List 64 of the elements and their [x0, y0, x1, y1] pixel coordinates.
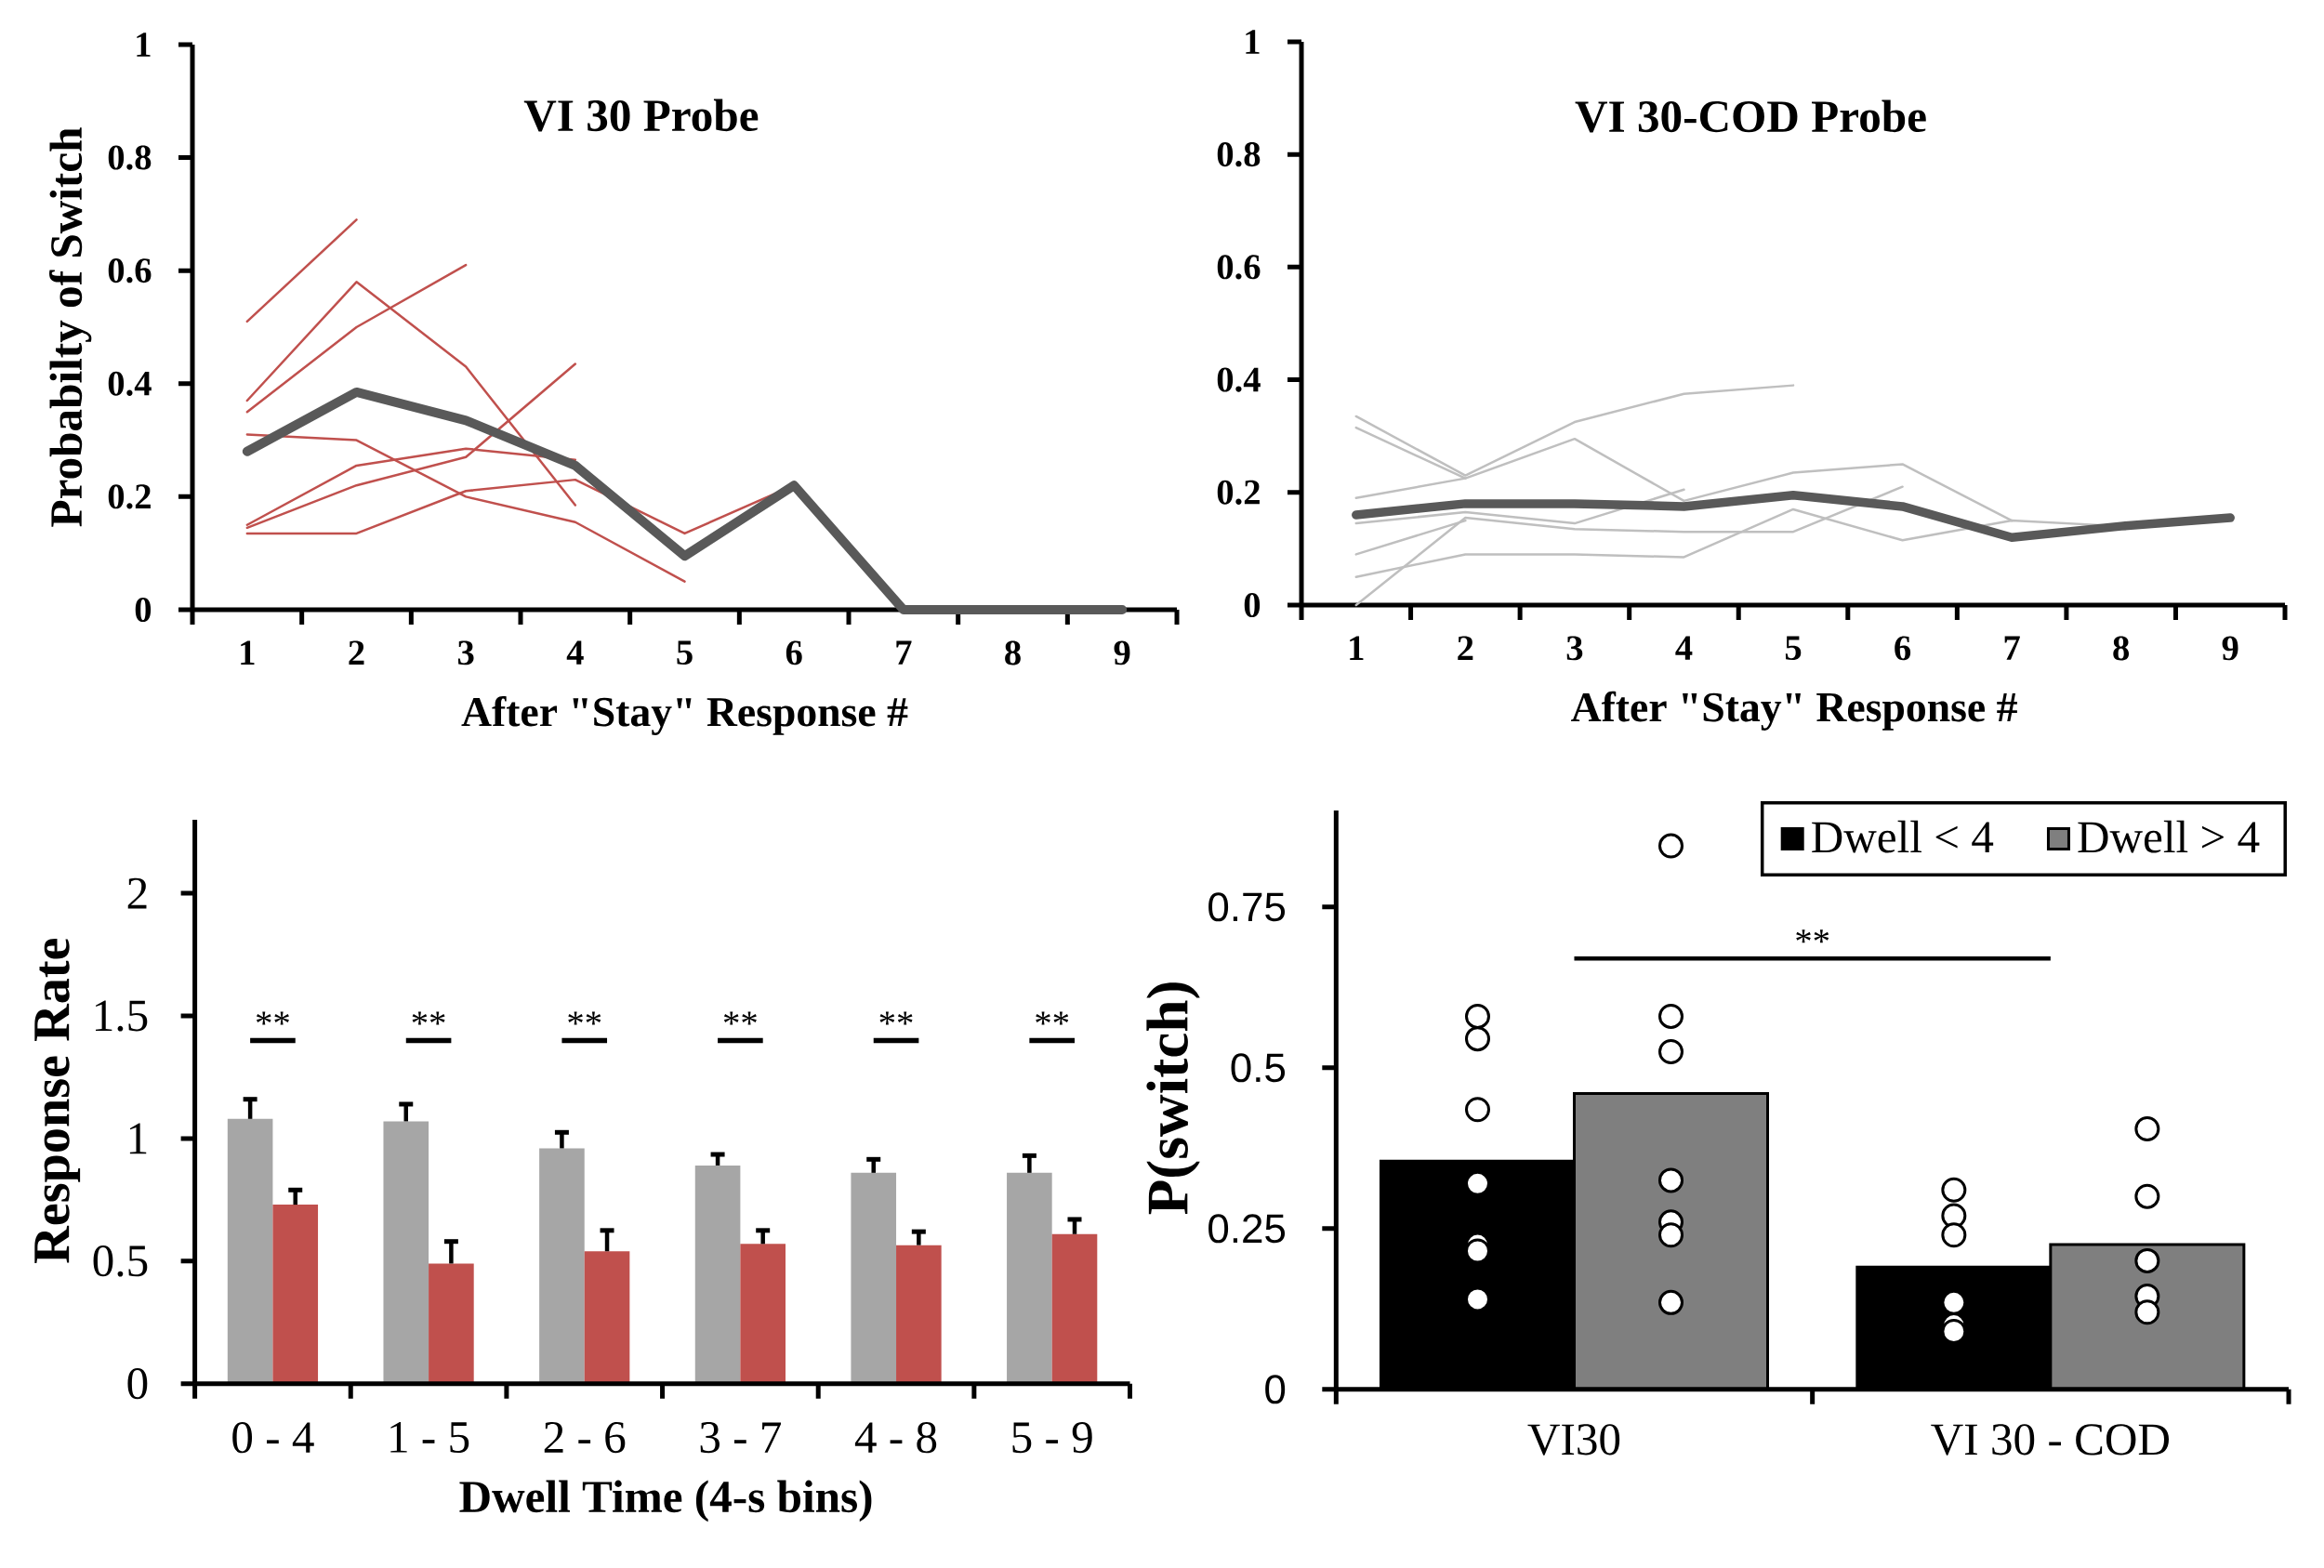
legend-label: Dwell > 4: [2078, 820, 2260, 853]
y-tick-label: 0.8: [1217, 142, 1261, 167]
y-tick-label: 0.8: [108, 145, 152, 170]
y-tick-label: 0.25: [1208, 1214, 1286, 1244]
x-tick-label: 1: [241, 640, 255, 665]
y-tick-label: 1: [1246, 30, 1260, 54]
y-tick-label: 0.5: [93, 1245, 148, 1277]
x-tick-label: 4: [566, 640, 584, 665]
y-tick-label: 0.2: [1217, 480, 1260, 505]
x-tick-label: 6: [786, 640, 802, 665]
x-tick-label: 3: [1566, 636, 1583, 661]
y-axis-title: Probabilty of Switch: [49, 127, 92, 527]
x-axis-title: After "Stay" Response #: [461, 695, 908, 735]
x-tick-label: 1: [1350, 636, 1364, 660]
text: VI 30-COD Probe: [1575, 99, 1926, 133]
x-tick-label: 4 - 8: [854, 1422, 937, 1454]
text: VI 30 Probe: [523, 99, 759, 132]
y-tick-label: 1: [129, 1123, 147, 1154]
y-tick-label: 1: [137, 33, 151, 57]
x-tick-label: VI 30 - COD: [1931, 1424, 2170, 1456]
x-tick-label: 3 - 7: [700, 1422, 782, 1454]
y-axis-title: Response Rate: [34, 938, 81, 1263]
x-tick-label: 5: [677, 640, 693, 665]
y-tick-label: 0.6: [1217, 255, 1261, 280]
x-tick-label: VI30: [1527, 1424, 1620, 1456]
x-tick-label: 7: [2004, 636, 2020, 660]
annotation: **: [256, 1011, 289, 1025]
x-tick-label: 2: [1458, 636, 1473, 660]
y-tick-label: 0: [127, 1368, 148, 1400]
y-tick-label: 0.4: [108, 371, 152, 396]
annotation: **: [1036, 1011, 1069, 1025]
y-tick-label: 0: [1244, 592, 1261, 618]
annotation: **: [1796, 929, 1829, 943]
y-axis-title: P(switch): [1146, 982, 1200, 1215]
annotation: **: [723, 1011, 757, 1025]
y-tick-label: 2: [127, 877, 147, 909]
y-tick-label: 0.6: [108, 258, 152, 283]
x-tick-label: 1 - 5: [390, 1422, 469, 1454]
y-tick-label: 1.5: [95, 1000, 148, 1032]
x-tick-label: 5: [1785, 636, 1802, 661]
x-tick-label: 9: [1114, 640, 1130, 665]
x-tick-label: 5 - 9: [1012, 1422, 1092, 1454]
y-tick-label: 0.2: [108, 484, 151, 509]
y-tick-label: 0: [1265, 1375, 1286, 1404]
x-tick-label: 8: [1005, 640, 1021, 665]
x-tick-label: 9: [2222, 636, 2238, 661]
y-tick-label: 0.4: [1217, 367, 1261, 392]
annotation: **: [568, 1011, 601, 1025]
x-tick-label: 7: [896, 640, 912, 665]
x-tick-label: 3: [457, 640, 474, 665]
legend-label: Dwell < 4: [1812, 820, 1994, 853]
x-tick-label: 8: [2113, 636, 2130, 661]
x-tick-label: 4: [1675, 636, 1693, 660]
x-tick-label: 6: [1895, 636, 1911, 661]
y-tick-label: 0.75: [1208, 892, 1286, 922]
x-tick-label: 2 - 6: [544, 1422, 626, 1454]
x-axis-title: After "Stay" Response #: [1571, 691, 2017, 731]
annotation: **: [879, 1011, 913, 1025]
x-tick-label: 0 - 4: [232, 1422, 314, 1454]
y-tick-label: 0.5: [1231, 1053, 1286, 1083]
annotation: **: [412, 1011, 445, 1025]
x-axis-title: Dwell Time (4-s bins): [459, 1480, 872, 1522]
y-tick-label: 0: [135, 597, 152, 623]
x-tick-label: 2: [349, 640, 364, 665]
